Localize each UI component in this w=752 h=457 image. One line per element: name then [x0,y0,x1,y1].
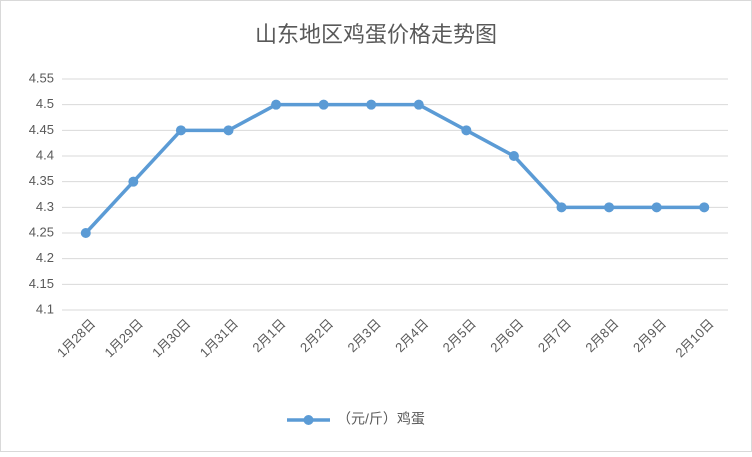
y-tick-label: 4.5 [36,96,54,111]
data-point [461,125,472,136]
y-tick-label: 4.4 [36,147,54,162]
y-tick-label: 4.2 [36,250,54,265]
data-point [175,125,186,136]
data-point [651,202,662,213]
y-tick-label: 4.35 [29,173,54,188]
data-point [80,228,91,238]
legend-marker [303,415,314,425]
data-point [508,151,519,161]
y-tick-label: 4.55 [29,70,54,85]
data-point [318,99,329,110]
data-point [413,99,424,110]
y-tick-label: 4.15 [29,276,54,291]
data-point [699,202,710,213]
data-point [604,202,615,213]
chart-title: 山东地区鸡蛋价格走势图 [255,22,497,47]
series-line [84,102,705,235]
data-point [128,176,139,187]
data-point [223,125,234,136]
y-tick-label: 4.25 [29,224,54,239]
data-point [556,202,567,213]
data-point [366,99,377,110]
legend-label: （元/斤）鸡蛋 [337,411,425,427]
data-point [271,99,282,110]
y-tick-label: 4.1 [36,301,54,316]
y-tick-label: 4.45 [29,122,54,137]
y-tick-label: 4.3 [36,199,54,214]
